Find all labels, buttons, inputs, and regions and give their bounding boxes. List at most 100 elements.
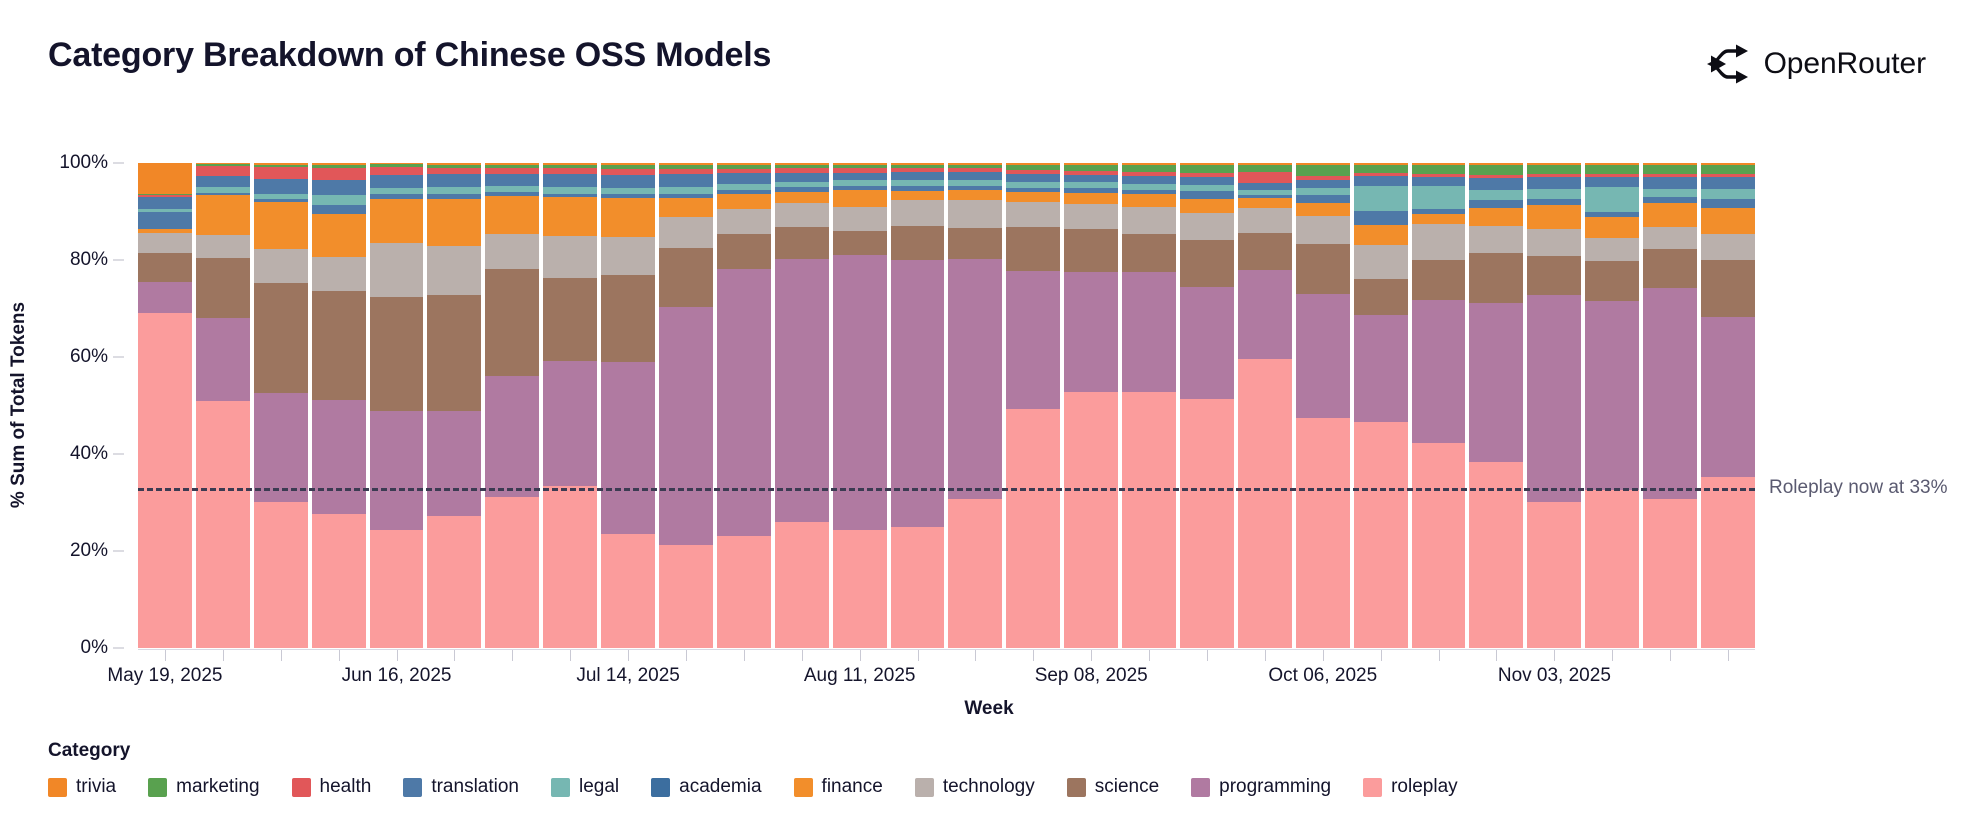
legend-item-academia[interactable]: academia <box>651 776 762 798</box>
bar-segment-trivia[interactable] <box>1295 163 1350 165</box>
bar-column[interactable] <box>1237 163 1292 648</box>
bar-segment-programming[interactable] <box>1701 317 1755 477</box>
bar-segment-health[interactable] <box>195 166 250 176</box>
bar-column[interactable] <box>1527 163 1582 648</box>
bar-segment-science[interactable] <box>1701 260 1755 318</box>
bar-segment-trivia[interactable] <box>1064 163 1119 165</box>
bar-segment-programming[interactable] <box>1353 315 1408 422</box>
bar-segment-science[interactable] <box>774 227 829 259</box>
bar-segment-science[interactable] <box>601 275 656 363</box>
bar-segment-translation[interactable] <box>832 172 887 180</box>
bar-segment-health[interactable] <box>1353 172 1408 176</box>
bar-segment-legal[interactable] <box>890 179 945 186</box>
bar-segment-trivia[interactable] <box>369 163 424 165</box>
bar-segment-academia[interactable] <box>253 199 308 202</box>
bar-segment-roleplay[interactable] <box>485 496 540 648</box>
bar-segment-marketing[interactable] <box>601 164 656 169</box>
bar-segment-legal[interactable] <box>195 187 250 193</box>
bar-column[interactable] <box>1295 163 1350 648</box>
legend-item-technology[interactable]: technology <box>914 776 1035 798</box>
bar-segment-technology[interactable] <box>1295 215 1350 245</box>
bar-segment-legal[interactable] <box>832 179 887 186</box>
bar-column[interactable] <box>485 163 540 648</box>
bar-segment-academia[interactable] <box>1469 199 1524 208</box>
bar-segment-science[interactable] <box>1180 240 1234 288</box>
bar-segment-trivia[interactable] <box>1411 163 1466 165</box>
bar-segment-finance[interactable] <box>253 201 308 249</box>
bar-segment-health[interactable] <box>774 168 829 173</box>
bar-segment-health[interactable] <box>1295 176 1350 181</box>
bar-column[interactable] <box>1006 163 1061 648</box>
bar-segment-marketing[interactable] <box>890 164 945 169</box>
bar-segment-translation[interactable] <box>369 174 424 188</box>
legend-item-trivia[interactable]: trivia <box>48 776 116 798</box>
bar-segment-programming[interactable] <box>369 410 424 531</box>
bar-segment-legal[interactable] <box>1180 184 1234 192</box>
bar-segment-health[interactable] <box>1180 173 1234 178</box>
bar-column[interactable] <box>369 163 424 648</box>
bar-segment-roleplay[interactable] <box>1006 408 1061 648</box>
bar-segment-roleplay[interactable] <box>543 485 598 648</box>
bar-segment-trivia[interactable] <box>543 163 598 165</box>
bar-segment-marketing[interactable] <box>774 164 829 169</box>
bar-segment-academia[interactable] <box>1180 191 1234 199</box>
bar-segment-legal[interactable] <box>1295 188 1350 195</box>
bar-segment-translation[interactable] <box>890 172 945 180</box>
bar-segment-marketing[interactable] <box>543 164 598 168</box>
bar-segment-marketing[interactable] <box>659 164 713 169</box>
bar-segment-health[interactable] <box>1643 174 1698 178</box>
bar-segment-translation[interactable] <box>774 172 829 182</box>
bar-segment-legal[interactable] <box>659 187 713 195</box>
bar-segment-legal[interactable] <box>716 184 771 191</box>
bar-segment-roleplay[interactable] <box>1180 399 1234 648</box>
bar-column[interactable] <box>543 163 598 648</box>
bar-segment-technology[interactable] <box>1353 244 1408 279</box>
bar-segment-health[interactable] <box>1527 173 1582 178</box>
bar-segment-programming[interactable] <box>832 254 887 531</box>
bar-segment-legal[interactable] <box>1527 188 1582 199</box>
bar-column[interactable] <box>253 163 308 648</box>
bar-segment-translation[interactable] <box>1006 174 1061 182</box>
bar-segment-academia[interactable] <box>1411 208 1466 214</box>
bar-segment-translation[interactable] <box>1295 180 1350 189</box>
bar-segment-trivia[interactable] <box>1237 163 1292 165</box>
bar-segment-academia[interactable] <box>138 211 192 229</box>
bar-segment-academia[interactable] <box>543 193 598 198</box>
bar-segment-finance[interactable] <box>1006 192 1061 202</box>
bar-segment-science[interactable] <box>543 277 598 362</box>
bar-segment-technology[interactable] <box>427 245 482 295</box>
bar-segment-legal[interactable] <box>1006 181 1061 188</box>
bar-segment-marketing[interactable] <box>1527 164 1582 174</box>
bar-segment-technology[interactable] <box>1064 203 1119 229</box>
bar-segment-health[interactable] <box>253 167 308 180</box>
bar-segment-marketing[interactable] <box>948 164 1003 169</box>
bar-segment-trivia[interactable] <box>601 163 656 165</box>
bar-column[interactable] <box>832 163 887 648</box>
legend-item-legal[interactable]: legal <box>551 776 619 798</box>
bar-segment-health[interactable] <box>1411 173 1466 177</box>
bar-segment-translation[interactable] <box>311 180 366 195</box>
bar-segment-programming[interactable] <box>1237 269 1292 360</box>
bar-segment-technology[interactable] <box>1237 208 1292 233</box>
bar-segment-programming[interactable] <box>1527 294 1582 503</box>
bar-segment-legal[interactable] <box>774 181 829 188</box>
bar-segment-finance[interactable] <box>311 214 366 258</box>
bar-segment-health[interactable] <box>1585 173 1640 177</box>
bar-segment-translation[interactable] <box>1353 175 1408 187</box>
bar-segment-trivia[interactable] <box>1180 163 1234 165</box>
bar-segment-finance[interactable] <box>543 197 598 237</box>
bar-segment-roleplay[interactable] <box>311 513 366 648</box>
bar-segment-translation[interactable] <box>485 173 540 186</box>
bar-segment-legal[interactable] <box>1237 189 1292 195</box>
bar-segment-science[interactable] <box>1064 228 1119 273</box>
bar-column[interactable] <box>890 163 945 648</box>
bar-segment-science[interactable] <box>1527 255 1582 295</box>
bar-segment-programming[interactable] <box>716 268 771 537</box>
bar-segment-roleplay[interactable] <box>832 530 887 648</box>
bar-segment-science[interactable] <box>832 230 887 255</box>
bar-segment-academia[interactable] <box>1237 194 1292 199</box>
bar-segment-academia[interactable] <box>1353 210 1408 226</box>
bar-segment-marketing[interactable] <box>832 164 887 169</box>
bar-segment-roleplay[interactable] <box>1585 490 1640 648</box>
bar-segment-programming[interactable] <box>253 392 308 502</box>
